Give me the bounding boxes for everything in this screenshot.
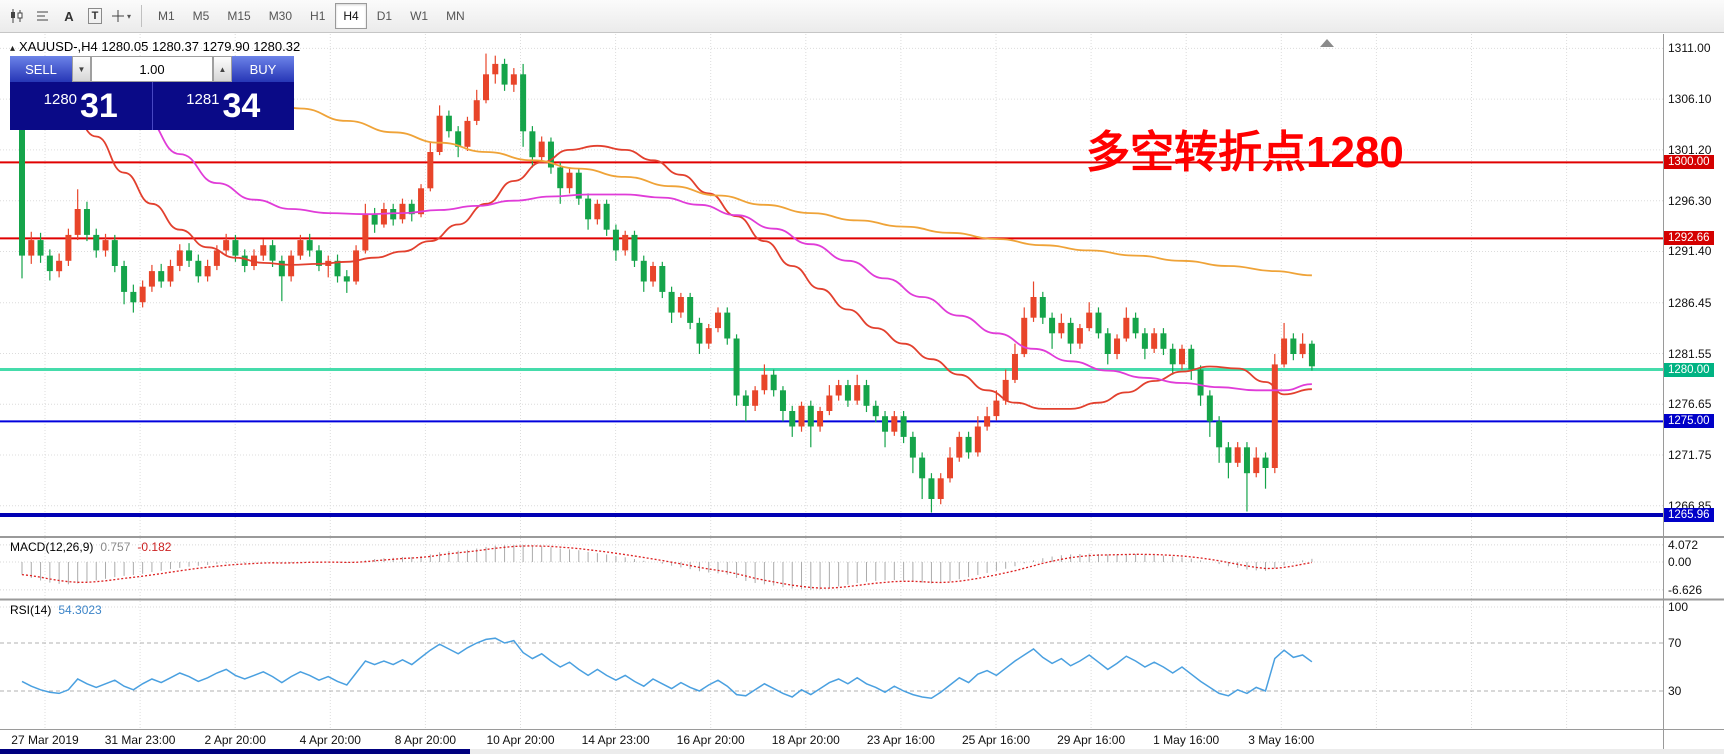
chart-shift-marker[interactable] <box>1320 39 1334 47</box>
price-level-badge: 1300.00 <box>1664 155 1714 170</box>
time-axis-label: 18 Apr 20:00 <box>771 733 840 747</box>
toolbar-separator <box>141 5 142 27</box>
macd-indicator-label: MACD(12,26,9) 0.757 -0.182 <box>10 540 178 554</box>
chart-annotation[interactable]: 多空转折点1280 <box>1086 128 1404 177</box>
symbol-ohlc-line: ▴ XAUUSD-,H4 1280.05 1280.37 1279.90 1280… <box>10 39 300 54</box>
time-axis-label: 29 Apr 16:00 <box>1057 733 1126 747</box>
buy-price-display[interactable]: 1281 34 <box>151 82 295 130</box>
price-axis-label: 1301.20 <box>1668 142 1712 157</box>
grid-lines <box>0 34 1663 729</box>
rsi-indicator-label: RSI(14) 54.3023 <box>10 603 109 617</box>
rsi-axis-label: 30 <box>1668 684 1682 698</box>
volume-down-button[interactable]: ▼ <box>72 56 91 82</box>
macd-panel <box>0 544 1663 591</box>
timeframe-button-MN[interactable]: MN <box>446 9 465 23</box>
price-level-badge: 1275.00 <box>1664 414 1714 429</box>
sell-price-display[interactable]: 1280 31 <box>10 82 152 130</box>
macd-signal-value: -0.182 <box>137 540 172 554</box>
timeframe-button-H4[interactable]: H4 <box>335 3 367 29</box>
volume-up-button[interactable]: ▲ <box>213 56 232 82</box>
volume-input[interactable]: 1.00 <box>91 56 213 82</box>
sell-price-pips: 31 <box>80 87 118 125</box>
rsi-title: RSI(14) <box>10 603 52 617</box>
text-label-icon[interactable]: A <box>64 8 74 24</box>
macd-signal-line <box>21 545 1313 589</box>
time-axis-label: 27 Mar 2019 <box>11 733 79 747</box>
time-axis-label: 14 Apr 23:00 <box>581 733 650 747</box>
timeframe-button-M15[interactable]: M15 <box>227 9 251 23</box>
rsi-axis-label: 70 <box>1668 636 1682 650</box>
template-icon[interactable]: T <box>83 3 107 29</box>
time-axis-label: 25 Apr 16:00 <box>961 733 1031 747</box>
sell-button[interactable]: SELL <box>10 56 72 82</box>
template-glyph: T <box>87 8 103 24</box>
macd-axis-label: 4.072 <box>1668 537 1699 552</box>
candles <box>19 53 1315 513</box>
time-axis-label: 2 Apr 20:00 <box>204 733 266 747</box>
rsi-panel <box>0 606 1663 699</box>
moving-average-lines <box>68 94 1312 410</box>
price-level-badge: 1265.96 <box>1664 508 1714 522</box>
timeframe-button-W1[interactable]: W1 <box>410 9 429 23</box>
time-axis-label: 1 May 16:00 <box>1153 733 1220 747</box>
price-level-badge: 1280.00 <box>1664 362 1714 377</box>
time-axis-label: 4 Apr 20:00 <box>299 733 361 747</box>
horizontal-scrollbar[interactable] <box>0 749 1724 754</box>
buy-price-pips: 34 <box>222 87 261 125</box>
macd-axis-label: 0.00 <box>1668 555 1692 569</box>
crosshair-icon[interactable]: ▾ <box>109 3 133 29</box>
time-axis-label: 16 Apr 20:00 <box>676 733 745 747</box>
price-axis-label: 1271.75 <box>1668 448 1712 463</box>
sell-price-main: 1280 <box>43 90 78 108</box>
macd-axis-label: -6.626 <box>1668 582 1703 597</box>
rsi-line <box>21 637 1313 699</box>
bar-chart-icon[interactable] <box>31 3 55 29</box>
symbol-ohlc-text: XAUUSD-,H4 1280.05 1280.37 1279.90 1280.… <box>19 39 301 54</box>
trade-panel-toggle-icon[interactable]: ▴ <box>10 43 16 54</box>
price-axis-label: 1281.55 <box>1668 346 1712 361</box>
one-click-trading-panel: SELL ▼ 1.00 ▲ BUY 1280 31 1281 34 <box>10 56 294 130</box>
price-axis-label: 1306.10 <box>1668 92 1712 107</box>
chevron-down-icon: ▾ <box>126 11 131 21</box>
macd-title: MACD(12,26,9) <box>10 540 94 554</box>
price-axis-label: 1291.40 <box>1668 244 1712 259</box>
price-axis-label: 1296.30 <box>1668 193 1712 208</box>
timeframe-button-M30[interactable]: M30 <box>268 9 293 23</box>
rsi-axis-label: 100 <box>1668 600 1689 614</box>
time-axis-label: 31 Mar 23:00 <box>104 733 176 747</box>
price-level-badge: 1292.66 <box>1664 231 1714 246</box>
time-axis-label: 8 Apr 20:00 <box>394 733 457 747</box>
timeframe-group: M1 M5 M15 M30 H1 H4 D1 W1 MN <box>149 3 474 29</box>
level-lines <box>0 161 1663 518</box>
price-axis-label: 1276.65 <box>1668 397 1712 412</box>
rsi-value: 54.3023 <box>58 603 102 617</box>
ma-mid-line <box>142 114 1312 392</box>
price-axis-label: 1311.00 <box>1668 41 1711 56</box>
timeframe-button-D1[interactable]: D1 <box>376 9 393 23</box>
ma-fast-line <box>68 104 1312 410</box>
panel-splitters[interactable] <box>0 34 1724 749</box>
ma-slow-line <box>253 94 1312 277</box>
toolbar: A T ▾ M1 M5 M15 M30 H1 H4 D1 W1 MN <box>0 0 1724 33</box>
buy-button[interactable]: BUY <box>232 56 294 82</box>
candlestick-chart-icon[interactable] <box>5 3 29 29</box>
timeframe-button-M1[interactable]: M1 <box>158 9 175 23</box>
buy-price-main: 1281 <box>186 90 220 108</box>
time-axis-label: 23 Apr 16:00 <box>866 733 935 747</box>
price-axis-label: 1286.45 <box>1668 295 1712 310</box>
time-axis-label: 10 Apr 20:00 <box>486 733 555 747</box>
timeframe-button-H1[interactable]: H1 <box>310 9 326 23</box>
scrollbar-thumb[interactable] <box>0 749 470 754</box>
macd-main-value: 0.757 <box>100 540 131 554</box>
time-axis-label: 3 May 16:00 <box>1248 733 1315 747</box>
timeframe-button-M5[interactable]: M5 <box>192 9 210 23</box>
